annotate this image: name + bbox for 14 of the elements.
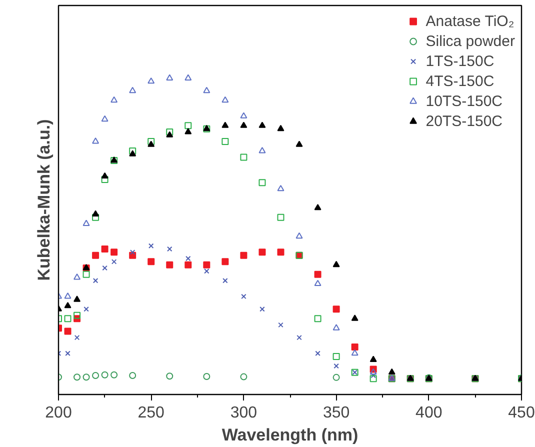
legend-label: Silica powder [426,32,515,50]
x-axis-title: Wavelength (nm) [222,426,358,444]
x-tick-label: 400 [416,404,442,422]
legend-label: 10TS-150C [426,92,502,110]
x-tick-label: 300 [230,404,258,422]
x-tick-label: 450 [508,404,535,422]
legend-label: Anatase TiO₂ [426,12,514,30]
x-tick-label: 250 [138,404,165,422]
y-axis-title: Kubelka-Munk (a.u.) [34,119,54,281]
x-tick-label: 350 [322,404,350,422]
legend-label: 4TS-150C [426,72,494,90]
legend-label: 1TS-150C [426,52,494,70]
legend-label: 20TS-150C [426,112,502,130]
x-tick-label: 200 [45,404,72,422]
